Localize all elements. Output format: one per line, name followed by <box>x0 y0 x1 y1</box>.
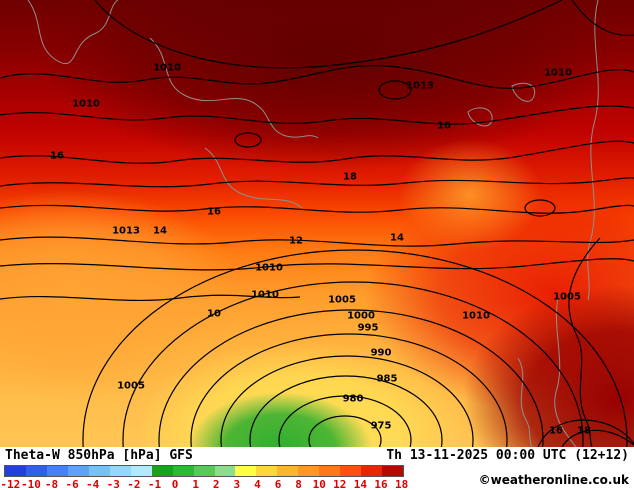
map-title: Theta-W 850hPa [hPa] GFS <box>5 448 193 463</box>
colorbar-segment <box>277 466 299 476</box>
colorbar-segment <box>193 466 215 476</box>
colorbar-segment <box>67 466 89 476</box>
colorbar-tick: 6 <box>274 478 282 490</box>
colorbar-tick: -6 <box>65 478 79 490</box>
colorbar <box>4 465 404 477</box>
colorbar-tick: -10 <box>20 478 41 490</box>
colorbar-tick: 1 <box>192 478 199 490</box>
colorbar-tick: 3 <box>233 478 241 490</box>
map-canvas: 1010 1013 1010 1010 16 16 18 16 1013 14 12 14 1010 10… <box>0 0 634 447</box>
colorbar-segment <box>46 466 68 476</box>
colorbar-tick: 8 <box>295 478 302 490</box>
legend-row: -12 -10 -8 -6 -4 -3 -2 -1 0 1 2 3 4 6 8 10 12 14 16 18 ©wea… <box>0 463 634 490</box>
theta-w-field-map <box>0 0 634 447</box>
colorbar-tick: 14 <box>353 478 368 490</box>
colorbar-segment <box>130 466 152 476</box>
colorbar-segment <box>151 466 173 476</box>
colorbar-tick: -1 <box>147 478 162 490</box>
colorbar-tick: 4 <box>254 478 261 490</box>
colorbar-segment <box>361 466 383 476</box>
colorbar-segment <box>382 466 404 476</box>
coastlines <box>27 0 599 447</box>
colorbar-segment <box>25 466 47 476</box>
colorbar-tick: 16 <box>374 478 388 490</box>
colorbar-segment <box>235 466 257 476</box>
colorbar-segment <box>214 466 236 476</box>
colorbar-tick: -4 <box>86 478 100 490</box>
colorbar-segment <box>319 466 341 476</box>
colorbar-segment <box>340 466 362 476</box>
colorbar-tick: -8 <box>44 478 59 490</box>
colorbar-tick: -2 <box>127 478 141 490</box>
colorbar-tick: 2 <box>212 478 220 490</box>
colorbar-tick: 10 <box>312 478 326 490</box>
colorbar-tick: -3 <box>106 478 120 490</box>
colorbar-segment <box>109 466 131 476</box>
colorbar-segment <box>5 466 26 476</box>
isobar-theta-contours <box>0 0 634 447</box>
colorbar-tick: 12 <box>333 478 347 490</box>
field-shading <box>0 0 634 447</box>
colorbar-segment <box>298 466 320 476</box>
colorbar-tick-labels: -12 -10 -8 -6 -4 -3 -2 -1 0 1 2 3 4 6 8 10 12 14 16 18 <box>0 478 412 490</box>
map-footer: Theta-W 850hPa [hPa] GFS Th 13-11-2025 0… <box>0 447 634 490</box>
colorbar-segment <box>172 466 194 476</box>
copyright: ©weatheronline.co.uk <box>478 473 629 487</box>
colorbar-segment <box>88 466 110 476</box>
colorbar-tick: 0 <box>171 478 179 490</box>
map-timestamp: Th 13-11-2025 00:00 UTC (12+12) <box>386 448 629 463</box>
colorbar-segment <box>256 466 278 476</box>
colorbar-tick: -12 <box>0 478 21 490</box>
colorbar-tick: 18 <box>394 478 409 490</box>
